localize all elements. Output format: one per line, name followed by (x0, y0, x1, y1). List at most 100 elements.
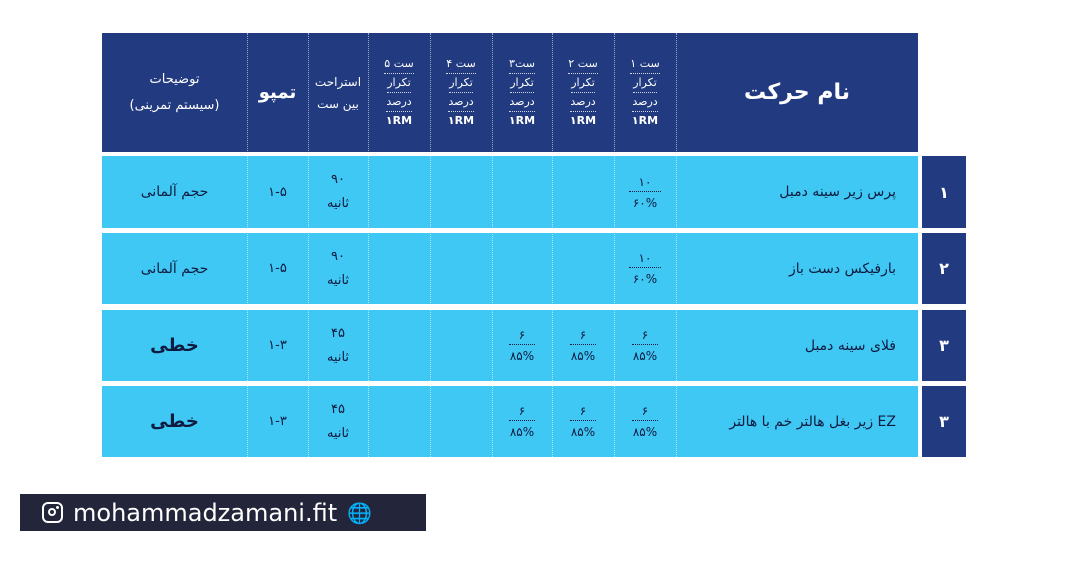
row-set-percent: ۸۵% (570, 349, 596, 363)
header-set2: ست ۲ تکرار درصد ۱RM (552, 33, 614, 152)
header-set-percent: درصد (570, 93, 596, 112)
row-set5 (368, 386, 430, 457)
header-set-rm: ۱RM (385, 114, 413, 127)
row-set-reps: ۱۰ (628, 251, 662, 268)
instagram-icon (42, 502, 63, 523)
row-set-percent: ۸۵% (509, 349, 535, 363)
column-divider (552, 33, 553, 457)
row-tempo: ۱-۵ (247, 233, 308, 304)
header-set-rm: ۱RM (569, 114, 597, 127)
header-set-label: ست ۵ (384, 55, 414, 74)
row-description-text: خطی (150, 411, 199, 432)
row-number: ۱ (922, 156, 966, 228)
row-set-percent: ۸۵% (632, 349, 658, 363)
row-rest: ۴۵ ثانیه (308, 386, 368, 457)
header-desc-line2: (سیستم تمرینی) (129, 97, 220, 113)
column-divider (247, 33, 248, 457)
row-number-text: ۱ (939, 182, 949, 202)
instagram-handle: mohammadzamani.fit (73, 498, 338, 527)
row-tempo-text: ۱-۳ (268, 338, 287, 353)
header-set-rm: ۱RM (631, 114, 659, 127)
row-set2: ۶ ۸۵% (552, 310, 614, 381)
row-set-reps: ۶ (508, 328, 536, 345)
header-rest-line2: بین ست (317, 96, 359, 111)
row-move-name: پرس زیر سینه دمبل (676, 156, 918, 228)
row-set4 (430, 233, 492, 304)
header-set-label: ست۳ (509, 55, 535, 74)
header-set-reps: تکرار (387, 74, 411, 93)
row-tempo: ۱-۳ (247, 386, 308, 457)
row-set-percent: ۸۵% (632, 425, 658, 439)
row-set3: ۶ ۸۵% (492, 310, 552, 381)
row-set2: ۶ ۸۵% (552, 386, 614, 457)
header-set1: ست ۱ تکرار درصد ۱RM (614, 33, 676, 152)
header-set-reps: تکرار (510, 74, 534, 93)
row-tempo: ۱-۵ (247, 156, 308, 228)
row-set4 (430, 386, 492, 457)
row-set5 (368, 156, 430, 228)
column-divider (308, 33, 309, 457)
row-move-name: بارفیکس دست باز (676, 233, 918, 304)
header-rest-line1: استراحت (314, 74, 362, 89)
header-set-rm: ۱RM (447, 114, 475, 127)
row-description: حجم آلمانی (102, 233, 247, 304)
header-set-reps: تکرار (633, 74, 657, 93)
row-set3: ۶ ۸۵% (492, 386, 552, 457)
header-set-percent: درصد (632, 93, 658, 112)
header-set-label: ست ۴ (446, 55, 476, 74)
row-set1: ۱۰ ۶۰% (614, 156, 676, 228)
row-set1: ۱۰ ۶۰% (614, 233, 676, 304)
row-rest-value: ۴۵ (331, 401, 345, 417)
row-move-name: زیر بغل هالتر خم با هالتر EZ (676, 386, 918, 457)
row-rest-unit: ثانیه (326, 196, 350, 211)
header-move-name: نام حرکت (676, 33, 918, 152)
row-set-percent: ۶۰% (632, 272, 658, 286)
header-set-percent: درصد (448, 93, 474, 112)
header-tempo-text: تمپو (258, 82, 297, 103)
column-divider (368, 33, 369, 457)
row-set-reps: ۱۰ (628, 175, 662, 192)
header-set5: ست ۵ تکرار درصد ۱RM (368, 33, 430, 152)
header-move-name-text: نام حرکت (744, 80, 850, 105)
row-number: ۳ (922, 386, 966, 457)
row-set-reps: ۶ (631, 404, 659, 421)
row-set5 (368, 233, 430, 304)
column-divider (430, 33, 431, 457)
header-desc-line1: توضیحات (149, 71, 200, 87)
row-tempo-text: ۱-۵ (268, 261, 287, 276)
row-description: خطی (102, 310, 247, 381)
globe-icon: 🌐 (347, 500, 373, 525)
row-rest-unit: ثانیه (326, 272, 350, 288)
header-set-reps: تکرار (449, 74, 473, 93)
row-description-text: حجم آلمانی (140, 260, 209, 277)
header-set-percent: درصد (509, 93, 535, 112)
row-description: خطی (102, 386, 247, 457)
row-set5 (368, 310, 430, 381)
row-rest-value: ۹۰ (331, 172, 345, 187)
row-move-name: فلای سینه دمبل (676, 310, 918, 381)
row-number: ۳ (922, 310, 966, 381)
column-divider (676, 33, 677, 457)
row-number-text: ۳ (939, 412, 949, 431)
header-set-label: ست ۲ (568, 55, 598, 74)
row-rest: ۹۰ ثانیه (308, 156, 368, 228)
row-set-reps: ۶ (508, 404, 536, 421)
row-move-name-text: زیر بغل هالتر خم با هالتر EZ (729, 413, 896, 430)
row-rest-value: ۹۰ (331, 248, 345, 264)
row-tempo: ۱-۳ (247, 310, 308, 381)
row-tempo-text: ۱-۵ (268, 184, 287, 200)
row-move-name-text: فلای سینه دمبل (804, 337, 896, 354)
row-move-name-text: بارفیکس دست باز (789, 260, 896, 277)
header-set-label: ست ۱ (630, 55, 660, 74)
row-rest: ۴۵ ثانیه (308, 310, 368, 381)
row-description: حجم آلمانی (102, 156, 247, 228)
header-rest: استراحت بین ست (308, 33, 368, 152)
row-set2 (552, 156, 614, 228)
row-rest-unit: ثانیه (326, 425, 350, 441)
row-set4 (430, 310, 492, 381)
row-set-percent: ۶۰% (632, 195, 658, 210)
row-set2 (552, 233, 614, 304)
column-divider (492, 33, 493, 457)
header-set4: ست ۴ تکرار درصد ۱RM (430, 33, 492, 152)
row-description-text: خطی (150, 335, 199, 356)
